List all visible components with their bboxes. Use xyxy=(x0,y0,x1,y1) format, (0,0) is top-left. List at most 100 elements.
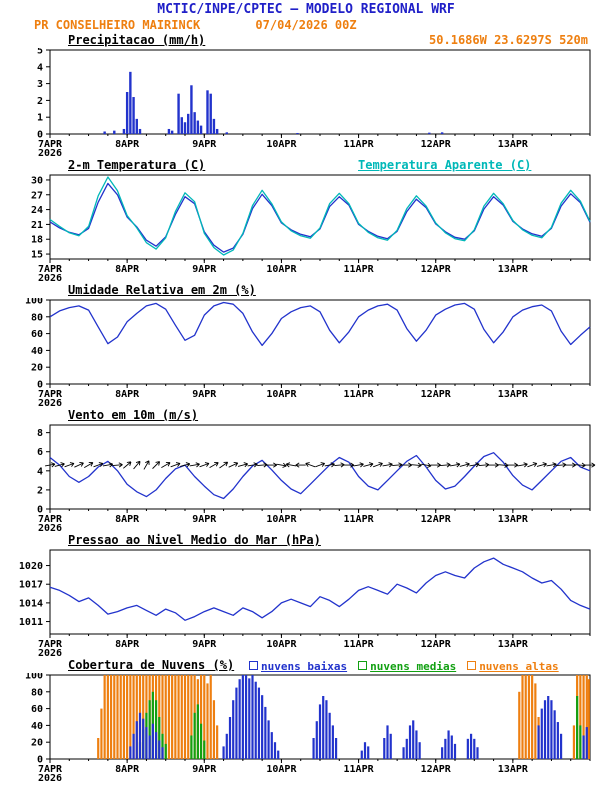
svg-text:11APR: 11APR xyxy=(344,639,375,650)
svg-text:8APR: 8APR xyxy=(115,514,140,525)
panel-clouds: Cobertura de Nuvens (%) nuvens baixas nu… xyxy=(0,658,612,783)
svg-text:13APR: 13APR xyxy=(498,514,529,525)
svg-text:2026: 2026 xyxy=(38,273,62,283)
svg-text:60: 60 xyxy=(31,329,43,340)
legend-low-clouds: nuvens baixas xyxy=(249,659,347,674)
panel-title-wind: Vento em 10m (m/s) xyxy=(68,408,199,422)
svg-text:13APR: 13APR xyxy=(498,264,529,275)
svg-text:2026: 2026 xyxy=(38,148,62,158)
svg-text:8APR: 8APR xyxy=(115,764,140,775)
svg-text:8APR: 8APR xyxy=(115,264,140,275)
svg-text:0: 0 xyxy=(37,380,43,391)
svg-text:2026: 2026 xyxy=(38,773,62,783)
svg-text:21: 21 xyxy=(31,220,43,231)
svg-text:9APR: 9APR xyxy=(192,764,217,775)
svg-text:10APR: 10APR xyxy=(266,139,297,150)
high-clouds-legend-label: nuvens altas xyxy=(479,660,559,673)
svg-text:80: 80 xyxy=(31,312,43,323)
panel-pressure: Pressao ao Nivel Medio do Mar (hPa) 1011… xyxy=(0,533,612,658)
svg-text:7APR: 7APR xyxy=(38,389,63,400)
panel-wind: Vento em 10m (m/s) 0 2 4 6 8 7APR 2026 8APR 9APR… xyxy=(0,408,612,533)
svg-text:11APR: 11APR xyxy=(344,764,375,775)
location-coordinates: 50.1686W 23.6297S 520m xyxy=(429,33,588,47)
panel-title-temperature: 2-m Temperatura (C) xyxy=(68,158,206,172)
svg-text:9APR: 9APR xyxy=(192,639,217,650)
report-subheader: PR CONSELHEIRO MAIRINCK 07/04/2026 00Z xyxy=(0,18,612,33)
svg-text:2026: 2026 xyxy=(38,523,62,533)
svg-text:10APR: 10APR xyxy=(266,639,297,650)
station-name: PR CONSELHEIRO MAIRINCK xyxy=(34,18,201,32)
svg-text:18: 18 xyxy=(31,235,43,246)
svg-text:7APR: 7APR xyxy=(38,264,63,275)
high-clouds-swatch-icon xyxy=(467,661,477,670)
svg-text:12APR: 12APR xyxy=(421,264,452,275)
svg-text:13APR: 13APR xyxy=(498,389,529,400)
svg-text:27: 27 xyxy=(31,190,43,201)
svg-text:10APR: 10APR xyxy=(266,264,297,275)
panel-humidity: Umidade Relativa em 2m (%) 0 20 40 60 80 100 7… xyxy=(0,283,612,408)
panel-title-clouds: Cobertura de Nuvens (%) xyxy=(68,658,235,672)
svg-text:2026: 2026 xyxy=(38,648,62,658)
panel-precipitation: Precipitacao (mm/h) 50.1686W 23.6297S 52… xyxy=(0,33,612,158)
precipitation-title-row: Precipitacao (mm/h) 50.1686W 23.6297S 52… xyxy=(0,33,612,48)
mid-clouds-legend-label: nuvens medias xyxy=(370,660,457,673)
svg-text:4: 4 xyxy=(37,466,43,477)
svg-text:12APR: 12APR xyxy=(421,639,452,650)
svg-text:9APR: 9APR xyxy=(192,264,217,275)
svg-text:24: 24 xyxy=(31,205,43,216)
panel-title-humidity: Umidade Relativa em 2m (%) xyxy=(68,283,256,297)
legend-mid-clouds: nuvens medias xyxy=(358,659,456,674)
svg-text:9APR: 9APR xyxy=(192,139,217,150)
svg-text:1020: 1020 xyxy=(19,561,43,572)
svg-text:2: 2 xyxy=(37,96,43,107)
svg-text:40: 40 xyxy=(31,346,43,357)
svg-text:12APR: 12APR xyxy=(421,139,452,150)
svg-text:5: 5 xyxy=(37,48,43,57)
wind-title-row: Vento em 10m (m/s) xyxy=(0,408,612,423)
svg-text:20: 20 xyxy=(31,738,43,749)
svg-text:7APR: 7APR xyxy=(38,764,63,775)
svg-text:2026: 2026 xyxy=(38,398,62,408)
svg-text:30: 30 xyxy=(31,175,43,186)
svg-text:2: 2 xyxy=(37,485,43,496)
svg-text:13APR: 13APR xyxy=(498,639,529,650)
svg-text:80: 80 xyxy=(31,687,43,698)
pressure-title-row: Pressao ao Nivel Medio do Mar (hPa) xyxy=(0,533,612,548)
svg-text:7APR: 7APR xyxy=(38,514,63,525)
low-clouds-swatch-icon xyxy=(249,661,258,670)
svg-text:12APR: 12APR xyxy=(421,764,452,775)
svg-text:100: 100 xyxy=(25,298,43,307)
svg-text:10APR: 10APR xyxy=(266,514,297,525)
low-clouds-legend-label: nuvens baixas xyxy=(261,660,348,673)
svg-text:7APR: 7APR xyxy=(38,139,63,150)
svg-text:1011: 1011 xyxy=(19,617,43,628)
legend-high-clouds: nuvens altas xyxy=(467,659,559,674)
svg-text:9APR: 9APR xyxy=(192,389,217,400)
cloud-cover-legend: nuvens baixas nuvens medias nuvens altas xyxy=(249,659,559,674)
svg-text:10APR: 10APR xyxy=(266,764,297,775)
svg-text:40: 40 xyxy=(31,721,43,732)
svg-text:1: 1 xyxy=(37,113,43,124)
svg-text:8: 8 xyxy=(37,428,43,439)
svg-text:1017: 1017 xyxy=(19,580,43,591)
apparent-temperature-legend-label: Temperatura Aparente (C) xyxy=(358,158,532,172)
svg-text:13APR: 13APR xyxy=(498,139,529,150)
svg-text:8APR: 8APR xyxy=(115,389,140,400)
apparent-temperature-legend: Temperatura Aparente (C) xyxy=(358,158,531,173)
svg-text:4: 4 xyxy=(37,62,43,73)
svg-text:0: 0 xyxy=(37,755,43,766)
svg-text:10APR: 10APR xyxy=(266,389,297,400)
run-datetime: 07/04/2026 00Z xyxy=(255,18,357,32)
svg-text:15: 15 xyxy=(31,250,43,261)
temperature-title-row: 2-m Temperatura (C) Temperatura Aparente… xyxy=(0,158,612,173)
svg-text:11APR: 11APR xyxy=(344,264,375,275)
svg-text:8APR: 8APR xyxy=(115,139,140,150)
svg-text:3: 3 xyxy=(37,79,43,90)
panel-title-precipitation: Precipitacao (mm/h) xyxy=(68,33,206,47)
